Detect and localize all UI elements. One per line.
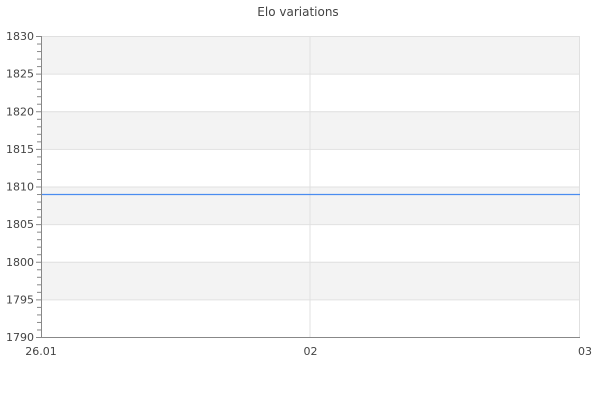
tick-labels: 1790 1795 1800 1805 1810 1815 1820 1825 1830 26.0… (6, 30, 592, 358)
y-tick-label: 1795 (6, 293, 34, 306)
y-tick-label: 1805 (6, 218, 34, 231)
y-tick-label: 1825 (6, 68, 34, 81)
y-tick-label: 1800 (6, 256, 34, 269)
y-tick-label: 1790 (6, 331, 34, 344)
x-tick-label: 03 (578, 345, 592, 358)
chart-title: Elo variations (257, 5, 338, 19)
axes (36, 36, 580, 338)
x-tick-label: 26.01 (25, 345, 57, 358)
y-tick-label: 1830 (6, 30, 34, 43)
x-tick-label: 02 (304, 345, 318, 358)
y-tick-label: 1815 (6, 143, 34, 156)
y-tick-label: 1820 (6, 105, 34, 118)
y-tick-label: 1810 (6, 181, 34, 194)
